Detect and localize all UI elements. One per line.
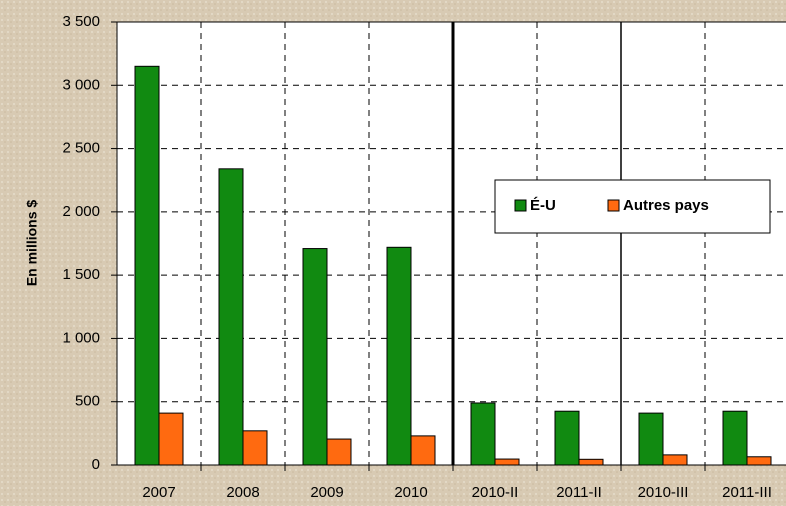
- y-tick-label: 2 500: [62, 140, 100, 157]
- bar: [302, 248, 328, 466]
- bar: [218, 168, 244, 466]
- y-tick-label: 500: [75, 393, 100, 410]
- legend-swatch: [514, 199, 527, 212]
- y-tick-label: 1 500: [62, 266, 100, 283]
- bar: [578, 458, 604, 466]
- bar: [494, 458, 520, 466]
- x-tick-label: 2011-III: [722, 484, 772, 501]
- bar: [746, 456, 772, 466]
- bar: [386, 246, 412, 466]
- y-tick-label: 3 000: [62, 76, 100, 93]
- x-tick-label: 2007: [142, 484, 175, 501]
- bar: [326, 438, 352, 466]
- bar: [134, 65, 160, 466]
- legend-swatch: [607, 199, 620, 212]
- bar: [638, 412, 664, 466]
- y-tick-label: 2 000: [62, 203, 100, 220]
- bar: [470, 402, 496, 466]
- bar: [662, 454, 688, 466]
- bar: [722, 410, 748, 466]
- legend-label: É-U: [530, 197, 556, 214]
- x-tick-label: 2008: [226, 484, 259, 501]
- x-tick-label: 2010-III: [638, 484, 689, 501]
- legend-label: Autres pays: [623, 197, 709, 214]
- x-tick-label: 2010-II: [472, 484, 519, 501]
- y-tick-label: 1 000: [62, 329, 100, 346]
- bar: [410, 435, 436, 466]
- bar: [158, 412, 184, 466]
- bar: [554, 410, 580, 466]
- y-axis-label: En millions $: [24, 200, 40, 287]
- x-tick-label: 2009: [310, 484, 343, 501]
- y-tick-label: 0: [92, 456, 100, 473]
- y-tick-label: 3 500: [62, 13, 100, 30]
- x-tick-label: 2010: [394, 484, 427, 501]
- x-tick-label: 2011-II: [556, 484, 602, 501]
- legend-box: [494, 179, 771, 234]
- bar: [242, 430, 268, 466]
